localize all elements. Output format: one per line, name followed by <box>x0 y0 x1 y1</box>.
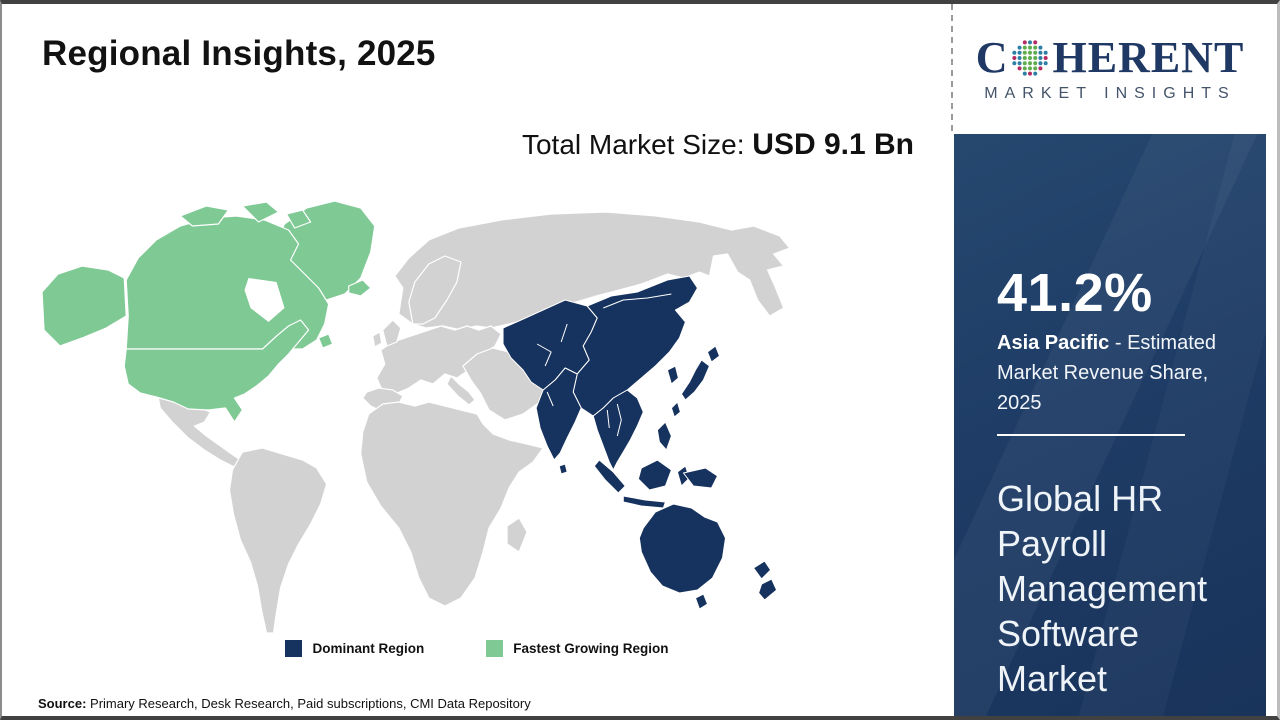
map-region-asia-pacific <box>502 275 778 610</box>
new-zealand-south-shape <box>758 578 778 601</box>
total-market-size: Total Market Size: USD 9.1 Bn <box>522 128 914 162</box>
map-legend: Dominant Region Fastest Growing Region <box>2 640 952 657</box>
map-region-rest-of-world <box>157 211 791 634</box>
right-panel: C HERENT MARKET INSIGHTS 41.2% Asia Paci… <box>951 4 1266 716</box>
revenue-share-description: Asia Pacific - Estimated Market Revenue … <box>997 328 1235 418</box>
country-border-line <box>536 343 552 367</box>
revenue-share-value: 41.2% <box>997 263 1153 323</box>
stats-panel: 41.2% Asia Pacific - Estimated Market Re… <box>954 134 1266 716</box>
brand-letter-c: C <box>975 32 1009 82</box>
taiwan-shape <box>670 401 681 418</box>
dotted-globe-icon <box>1012 39 1049 76</box>
china-mongolia-shape <box>572 275 698 417</box>
page-title: Regional Insights, 2025 <box>42 34 436 73</box>
panel-divider <box>997 434 1185 436</box>
canada-shape <box>125 215 330 350</box>
sumatra-shape <box>593 459 626 494</box>
scandinavia-shape <box>408 255 462 325</box>
madagascar-shape <box>506 517 528 553</box>
country-border-line <box>606 409 610 429</box>
source-label: Source: <box>38 696 87 711</box>
alaska-shape <box>41 265 127 347</box>
source-note: Source: Primary Research, Desk Research,… <box>38 696 531 711</box>
dashed-divider <box>951 4 953 134</box>
arctic-island-shape <box>285 209 312 229</box>
usa-shape <box>123 319 310 423</box>
region-name: Asia Pacific <box>997 332 1110 354</box>
map-region-north-america <box>41 200 376 423</box>
south-america-shape <box>228 447 328 634</box>
tasmania-shape <box>694 593 708 610</box>
italy-shape <box>446 375 476 406</box>
brand-letters-rest: HERENT <box>1052 32 1245 82</box>
brand-logo: C HERENT MARKET INSIGHTS <box>954 4 1266 134</box>
market-size-value: USD 9.1 Bn <box>752 128 914 161</box>
newfoundland-shape <box>318 333 334 349</box>
borneo-shape <box>637 459 672 491</box>
ireland-shape <box>372 331 383 348</box>
russia-shape <box>394 211 791 331</box>
main-content: Regional Insights, 2025 Total Market Siz… <box>2 4 954 716</box>
korea-shape <box>666 365 679 385</box>
papua-new-guinea-shape <box>682 467 719 489</box>
india-shape <box>535 367 582 461</box>
legend-item-fastest-growing: Fastest Growing Region <box>486 640 669 657</box>
country-border-line <box>603 293 672 309</box>
philippines-shape <box>656 421 672 451</box>
hudson-bay-shape <box>244 278 285 322</box>
share-desc-text: - Estimated Market Revenue Share, 2025 <box>997 332 1216 414</box>
brand-wordmark: C HERENT <box>975 32 1245 82</box>
source-text: Primary Research, Desk Research, Paid su… <box>86 696 531 711</box>
market-name: Global HR Payroll Management Software Ma… <box>997 478 1208 699</box>
country-border-line <box>560 323 568 343</box>
world-map <box>30 196 942 636</box>
world-map-svg <box>41 200 791 634</box>
market-size-label: Total Market Size: <box>521 129 753 160</box>
japan-shape <box>680 359 710 401</box>
europe-shape <box>376 325 502 397</box>
sri-lanka-shape <box>558 463 568 475</box>
arctic-island-shape <box>179 205 230 227</box>
java-shape <box>622 495 666 509</box>
dominant-region-label: Dominant Region <box>312 641 425 656</box>
country-border-line <box>546 391 554 407</box>
arctic-island-shape <box>241 201 280 223</box>
australia-shape <box>638 503 727 594</box>
brand-tagline: MARKET INSIGHTS <box>984 84 1236 102</box>
fastest-growing-swatch <box>486 640 504 657</box>
britain-shape <box>382 319 402 347</box>
new-zealand-north-shape <box>753 560 772 580</box>
iceland-shape <box>348 279 372 297</box>
fastest-growing-label: Fastest Growing Region <box>513 641 669 656</box>
legend-item-dominant: Dominant Region <box>285 640 424 657</box>
hokkaido-shape <box>706 345 721 363</box>
country-border-line <box>616 403 622 437</box>
africa-shape <box>360 401 544 607</box>
dominant-region-swatch <box>285 640 303 657</box>
